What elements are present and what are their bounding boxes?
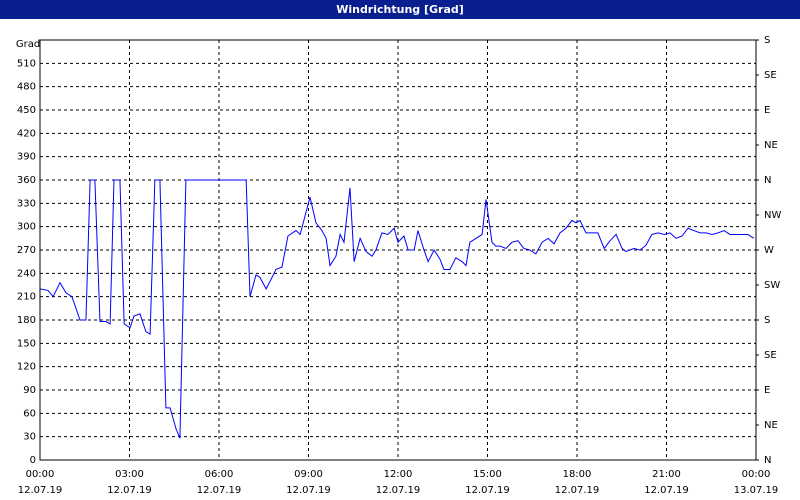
- y-tick-label: 330: [17, 198, 36, 209]
- chart-title: Windrichtung [Grad]: [336, 3, 464, 16]
- x-tick-date: 12.07.19: [376, 485, 421, 496]
- y-tick-label: 0: [30, 455, 36, 466]
- y2-tick-label: NW: [764, 210, 781, 221]
- x-tick-date: 12.07.19: [555, 485, 600, 496]
- y-tick-label: 480: [17, 82, 36, 93]
- y2-tick-label: S: [764, 35, 770, 46]
- y-tick-label: 450: [17, 105, 36, 116]
- x-tick-date: 12.07.19: [644, 485, 689, 496]
- y-tick-label: 360: [17, 175, 36, 186]
- y2-tick-label: E: [764, 105, 770, 116]
- y2-tick-label: S: [764, 315, 770, 326]
- y-tick-label: 210: [17, 292, 36, 303]
- title-bar: [0, 0, 800, 19]
- x-tick-label: 12:00: [384, 469, 413, 480]
- y-tick-label: 240: [17, 268, 36, 279]
- data-line: [39, 179, 755, 439]
- x-tick-label: 21:00: [652, 469, 681, 480]
- y-tick-label: 60: [23, 408, 36, 419]
- x-tick-label: 03:00: [115, 469, 144, 480]
- x-tick-date: 12.07.19: [465, 485, 510, 496]
- y-tick-label: 30: [23, 432, 36, 443]
- y-tick-label: 420: [17, 128, 36, 139]
- y-tick-label: 510: [17, 58, 36, 69]
- y-tick-label: 90: [23, 385, 36, 396]
- x-tick-label: 15:00: [473, 469, 502, 480]
- y-tick-label: 180: [17, 315, 36, 326]
- y2-tick-label: NE: [764, 420, 778, 431]
- x-tick-date: 12.07.19: [107, 485, 152, 496]
- y2-tick-label: SE: [764, 70, 777, 81]
- y2-tick-label: N: [764, 175, 771, 186]
- y-tick-label: 300: [17, 222, 36, 233]
- x-tick-date: 12.07.19: [286, 485, 331, 496]
- y-tick-label: 120: [17, 362, 36, 373]
- x-tick-label: 00:00: [742, 469, 771, 480]
- y-tick-label: 270: [17, 245, 36, 256]
- y2-tick-label: W: [764, 245, 774, 256]
- x-tick-date: 12.07.19: [197, 485, 242, 496]
- y2-tick-label: NE: [764, 140, 778, 151]
- y2-tick-label: SE: [764, 350, 777, 361]
- x-tick-label: 06:00: [205, 469, 234, 480]
- y-tick-label: 150: [17, 338, 36, 349]
- x-tick-date: 12.07.19: [18, 485, 63, 496]
- y2-tick-label: SW: [764, 280, 780, 291]
- y2-tick-label: E: [764, 385, 770, 396]
- x-tick-label: 09:00: [294, 469, 323, 480]
- x-tick-date: 13.07.19: [734, 485, 779, 496]
- x-tick-label: 00:00: [26, 469, 55, 480]
- x-tick-label: 18:00: [563, 469, 592, 480]
- y2-tick-label: N: [764, 455, 771, 466]
- y-tick-label: 390: [17, 152, 36, 163]
- y-axis-label: Grad: [16, 39, 40, 50]
